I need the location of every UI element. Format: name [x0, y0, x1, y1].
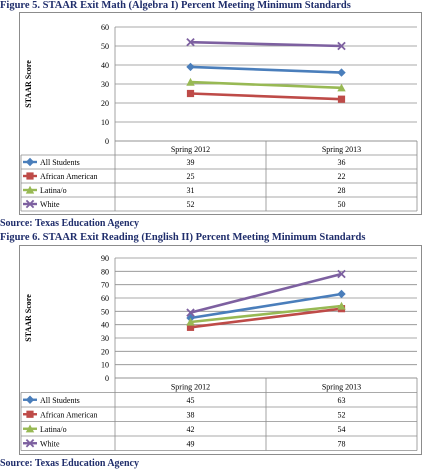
legend-key-marker: [25, 439, 35, 448]
figure-5-svg: STAAR Score 0 10 20 30 40 50 60 Spring 2012 Sprin…: [20, 23, 418, 212]
data-label: 28: [338, 186, 346, 195]
legend-label: White: [40, 200, 60, 209]
data-label: 39: [187, 158, 195, 167]
figure-5-chart: STAAR Score 0 10 20 30 40 50 60 Spring 2012 Sprin…: [19, 12, 422, 215]
x-tick-label: Spring 2013: [322, 383, 361, 392]
legend-label: Latina/o: [40, 425, 67, 434]
legend-key-marker: [25, 424, 35, 433]
figure-6-source: Source: Texas Education Agency: [0, 458, 139, 469]
y-axis-label: STAAR Score: [24, 60, 33, 108]
data-label: 52: [187, 200, 195, 209]
series-line: [190, 40, 342, 48]
figure-5-title: Figure 5. STAAR Exit Math (Algebra I) Pe…: [0, 0, 351, 11]
data-label: 38: [187, 410, 195, 419]
data-point: [337, 95, 346, 103]
data-point: [186, 323, 195, 331]
y-tick-label: 20: [101, 347, 109, 356]
legend-key-marker: [26, 410, 34, 418]
y-tick-label: 40: [101, 321, 109, 330]
data-label: 25: [187, 172, 195, 181]
data-point: [186, 317, 195, 326]
data-point: [337, 83, 346, 92]
legend-label: Latina/o: [40, 186, 67, 195]
y-tick-label: 60: [101, 23, 109, 32]
series-line: [190, 307, 342, 329]
y-tick-label: 50: [101, 42, 109, 51]
legend-key-marker: [25, 185, 35, 194]
data-label: 45: [187, 396, 195, 405]
figure-6-svg: STAAR Score 0 10 20 30 40 50 60 70 80 90 Spring 201…: [20, 254, 418, 451]
data-label: 42: [187, 425, 195, 434]
series-line: [190, 92, 342, 101]
data-label: 31: [187, 186, 195, 195]
legend-label: All Students: [40, 158, 80, 167]
y-tick-label: 40: [101, 61, 109, 70]
x-tick-label: Spring 2012: [171, 145, 210, 154]
y-tick-label: 10: [101, 361, 109, 370]
legend-key-marker: [26, 172, 34, 180]
data-point: [337, 289, 346, 299]
x-tick-label: Spring 2012: [171, 383, 210, 392]
data-label: 52: [338, 410, 346, 419]
y-tick-label: 30: [101, 80, 109, 89]
data-point: [337, 269, 346, 279]
series-line: [190, 65, 342, 74]
data-label: 54: [338, 425, 346, 434]
y-tick-label: 80: [101, 267, 109, 276]
data-point: [186, 62, 195, 72]
figure-6-title: Figure 6. STAAR Exit Reading (English II…: [0, 232, 366, 243]
figure-5-source: Source: Texas Education Agency: [0, 218, 139, 229]
legend-label: White: [40, 439, 60, 448]
y-tick-label: 0: [105, 137, 109, 146]
data-point: [337, 68, 346, 77]
series-line: [190, 304, 342, 324]
legend-label: All Students: [40, 396, 80, 405]
legend-label: African American: [40, 410, 98, 419]
data-label: 22: [338, 172, 346, 181]
data-label: 63: [338, 396, 346, 405]
legend-label: African American: [40, 172, 98, 181]
data-label: 36: [338, 158, 346, 167]
data-point: [337, 41, 346, 51]
data-point: [186, 77, 195, 86]
data-point: [186, 37, 195, 47]
y-tick-label: 90: [101, 254, 109, 263]
data-point: [337, 301, 346, 310]
data-point: [186, 308, 195, 317]
data-label: 78: [338, 439, 346, 448]
y-axis-label: STAAR Score: [24, 294, 33, 342]
series-line: [190, 272, 342, 314]
y-tick-label: 50: [101, 307, 109, 316]
series-line: [190, 292, 342, 320]
y-tick-label: 20: [101, 99, 109, 108]
legend-key-marker: [25, 395, 35, 404]
data-label: 50: [338, 200, 346, 209]
y-tick-label: 60: [101, 294, 109, 303]
y-tick-label: 30: [101, 334, 109, 343]
series-line: [190, 80, 342, 90]
data-point: [186, 89, 195, 98]
legend-key-marker: [25, 199, 35, 209]
y-tick-label: 70: [101, 281, 109, 290]
data-label: 49: [187, 439, 195, 448]
y-tick-label: 0: [105, 374, 109, 383]
x-tick-label: Spring 2013: [322, 145, 361, 154]
y-tick-label: 10: [101, 118, 109, 127]
legend-key-marker: [25, 157, 35, 167]
figure-6-chart: STAAR Score 0 10 20 30 40 50 60 70 80 90 Spring 201…: [19, 245, 422, 455]
